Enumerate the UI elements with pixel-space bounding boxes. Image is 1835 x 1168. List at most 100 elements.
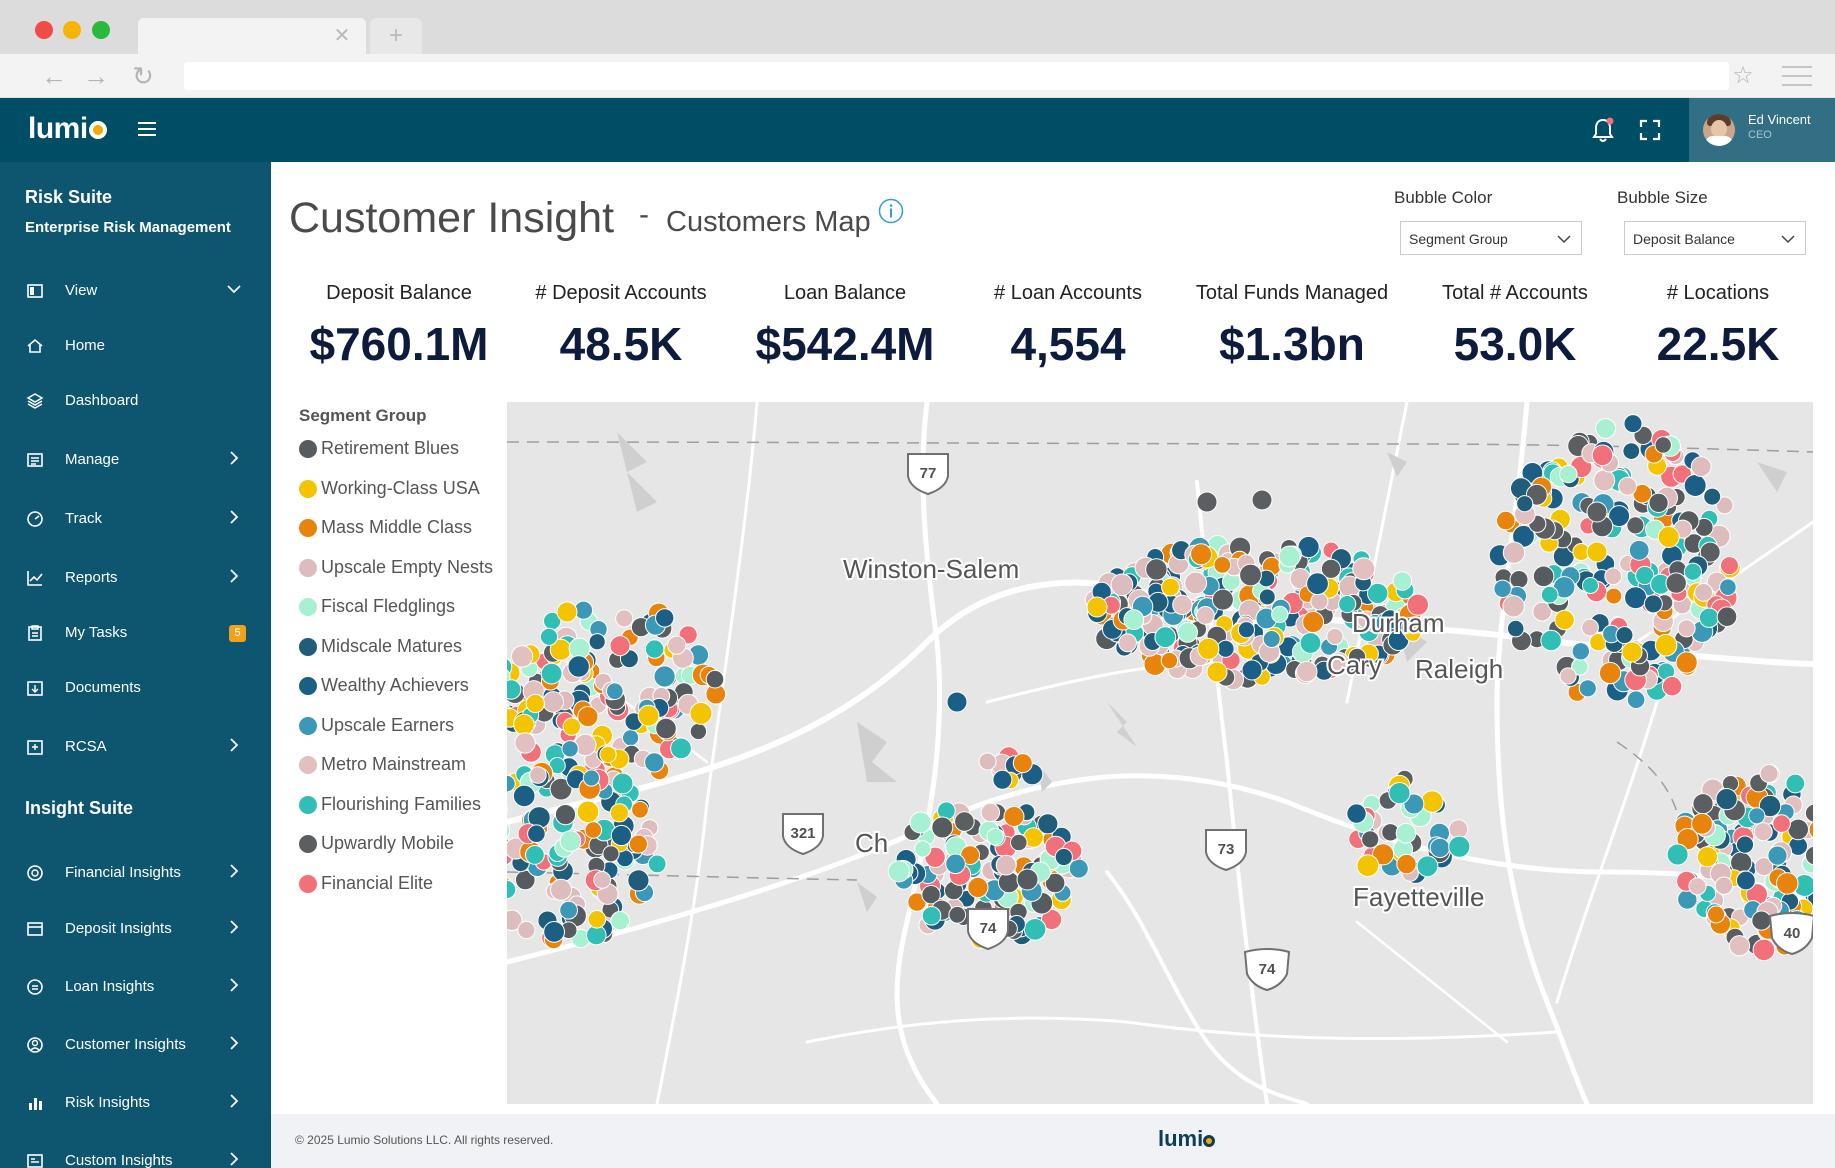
map-bubble[interactable]	[1665, 572, 1687, 594]
map-bubble[interactable]	[1196, 491, 1218, 513]
map-bubble[interactable]	[542, 691, 565, 713]
map-bubble[interactable]	[1759, 764, 1779, 783]
map-bubble[interactable]	[1703, 487, 1722, 506]
map-bubble[interactable]	[562, 717, 582, 736]
map-bubble[interactable]	[554, 804, 577, 826]
map-bubble[interactable]	[980, 802, 1000, 823]
sidebar-item-financial-insights[interactable]: Financial Insights	[0, 853, 271, 893]
map-bubble[interactable]	[1213, 556, 1232, 574]
map-bubble[interactable]	[1628, 539, 1650, 561]
map-bubble[interactable]	[559, 900, 578, 920]
map-bubble[interactable]	[1184, 571, 1208, 595]
forward-arrow-icon[interactable]: →	[83, 61, 109, 91]
map-bubble[interactable]	[647, 854, 667, 874]
fullscreen-icon[interactable]	[1636, 116, 1664, 144]
map-bubble[interactable]	[1618, 476, 1638, 496]
map-bubble[interactable]	[1197, 637, 1220, 660]
map-bubble[interactable]	[1622, 442, 1641, 460]
map-bubble[interactable]	[978, 752, 997, 771]
map-bubble[interactable]	[1392, 571, 1413, 591]
map-bubble[interactable]	[1502, 595, 1525, 618]
map-bubble[interactable]	[1690, 456, 1712, 477]
map-bubble[interactable]	[1037, 813, 1059, 835]
map-bubble[interactable]	[1654, 633, 1678, 657]
map-bubble[interactable]	[1696, 846, 1719, 868]
map-bubble[interactable]	[1271, 605, 1289, 624]
map-bubble[interactable]	[602, 845, 620, 863]
map-bubble[interactable]	[921, 906, 942, 926]
map-bubble[interactable]	[1804, 803, 1813, 823]
map-bubble[interactable]	[1677, 619, 1696, 638]
map-bubble[interactable]	[1675, 651, 1698, 674]
sidebar-item-dashboard[interactable]: Dashboard	[0, 381, 271, 421]
map-bubble[interactable]	[610, 910, 630, 931]
map-bubble[interactable]	[1635, 565, 1655, 586]
map-bubble[interactable]	[637, 704, 660, 727]
map-bubble[interactable]	[644, 752, 665, 773]
map-bubble[interactable]	[1692, 793, 1714, 815]
map-bubble[interactable]	[507, 774, 516, 793]
map-bubble[interactable]	[1532, 601, 1552, 622]
browser-menu-icon[interactable]	[1782, 66, 1812, 86]
sidebar-item-track[interactable]: Track	[0, 499, 271, 539]
map-bubble[interactable]	[543, 921, 565, 943]
map-bubble[interactable]	[1643, 594, 1663, 614]
map-bubble[interactable]	[914, 840, 932, 858]
map-bubble[interactable]	[1509, 570, 1529, 589]
map-bubble[interactable]	[1648, 492, 1669, 514]
map-bubble[interactable]	[667, 635, 687, 655]
map-bubble[interactable]	[1595, 418, 1616, 439]
map-bubble[interactable]	[1715, 788, 1738, 811]
map-bubble[interactable]	[1540, 585, 1559, 604]
map-bubble[interactable]	[525, 693, 545, 714]
map-bubble[interactable]	[1299, 632, 1322, 654]
sidebar-item-view[interactable]: View	[0, 271, 271, 311]
sidebar-item-loan-insights[interactable]: Loan Insights	[0, 967, 271, 1007]
map-bubble[interactable]	[1748, 807, 1766, 825]
map-bubble[interactable]	[1715, 496, 1734, 515]
map-bubble[interactable]	[1691, 812, 1713, 835]
map-bubble[interactable]	[1012, 753, 1033, 774]
map-bubble[interactable]	[1540, 629, 1562, 652]
map-bubble[interactable]	[655, 717, 677, 740]
map-bubble[interactable]	[1751, 910, 1772, 931]
map-bubble[interactable]	[610, 824, 633, 847]
map-bubble[interactable]	[1753, 822, 1773, 842]
map-bubble[interactable]	[1623, 414, 1643, 434]
map-bubble[interactable]	[1661, 676, 1683, 697]
map-bubble[interactable]	[609, 803, 630, 823]
user-profile[interactable]: Ed Vincent CEO	[1689, 98, 1835, 162]
map-bubble[interactable]	[1736, 870, 1756, 891]
map-bubble[interactable]	[1172, 594, 1193, 616]
map-bubble[interactable]	[507, 879, 517, 900]
map-bubble[interactable]	[1044, 872, 1066, 894]
map-bubble[interactable]	[611, 772, 634, 795]
map-bubble[interactable]	[1110, 573, 1134, 597]
map-bubble[interactable]	[513, 713, 535, 736]
map-bubble[interactable]	[1154, 626, 1177, 649]
sidebar-item-my-tasks[interactable]: My Tasks 5	[0, 613, 271, 653]
map-bubble[interactable]	[609, 635, 631, 657]
bubble-size-select[interactable]: Deposit Balance	[1624, 221, 1806, 255]
map-bubble[interactable]	[1416, 855, 1439, 878]
map-bubble[interactable]	[1728, 935, 1751, 957]
map-bubble[interactable]	[1676, 828, 1699, 851]
map-bubble[interactable]	[529, 766, 547, 784]
bubble-color-select[interactable]: Segment Group	[1400, 221, 1582, 255]
map-bubble[interactable]	[1404, 624, 1422, 642]
map-bubble[interactable]	[1388, 782, 1411, 805]
map-bubble[interactable]	[1767, 845, 1788, 866]
map-bubble[interactable]	[887, 860, 910, 883]
map-bubble[interactable]	[1502, 541, 1526, 564]
map-bubble[interactable]	[631, 800, 649, 819]
map-bubble[interactable]	[1016, 868, 1039, 891]
map-bubble[interactable]	[588, 633, 606, 651]
map-bubble[interactable]	[1506, 619, 1525, 638]
map-bubble[interactable]	[1068, 858, 1089, 879]
map-bubble[interactable]	[1190, 543, 1213, 566]
hamburger-menu-icon[interactable]	[138, 122, 156, 136]
map-bubble[interactable]	[653, 665, 676, 688]
map-bubble[interactable]	[1785, 773, 1806, 794]
map-bubble[interactable]	[507, 679, 522, 700]
map-bubble[interactable]	[1338, 595, 1357, 614]
